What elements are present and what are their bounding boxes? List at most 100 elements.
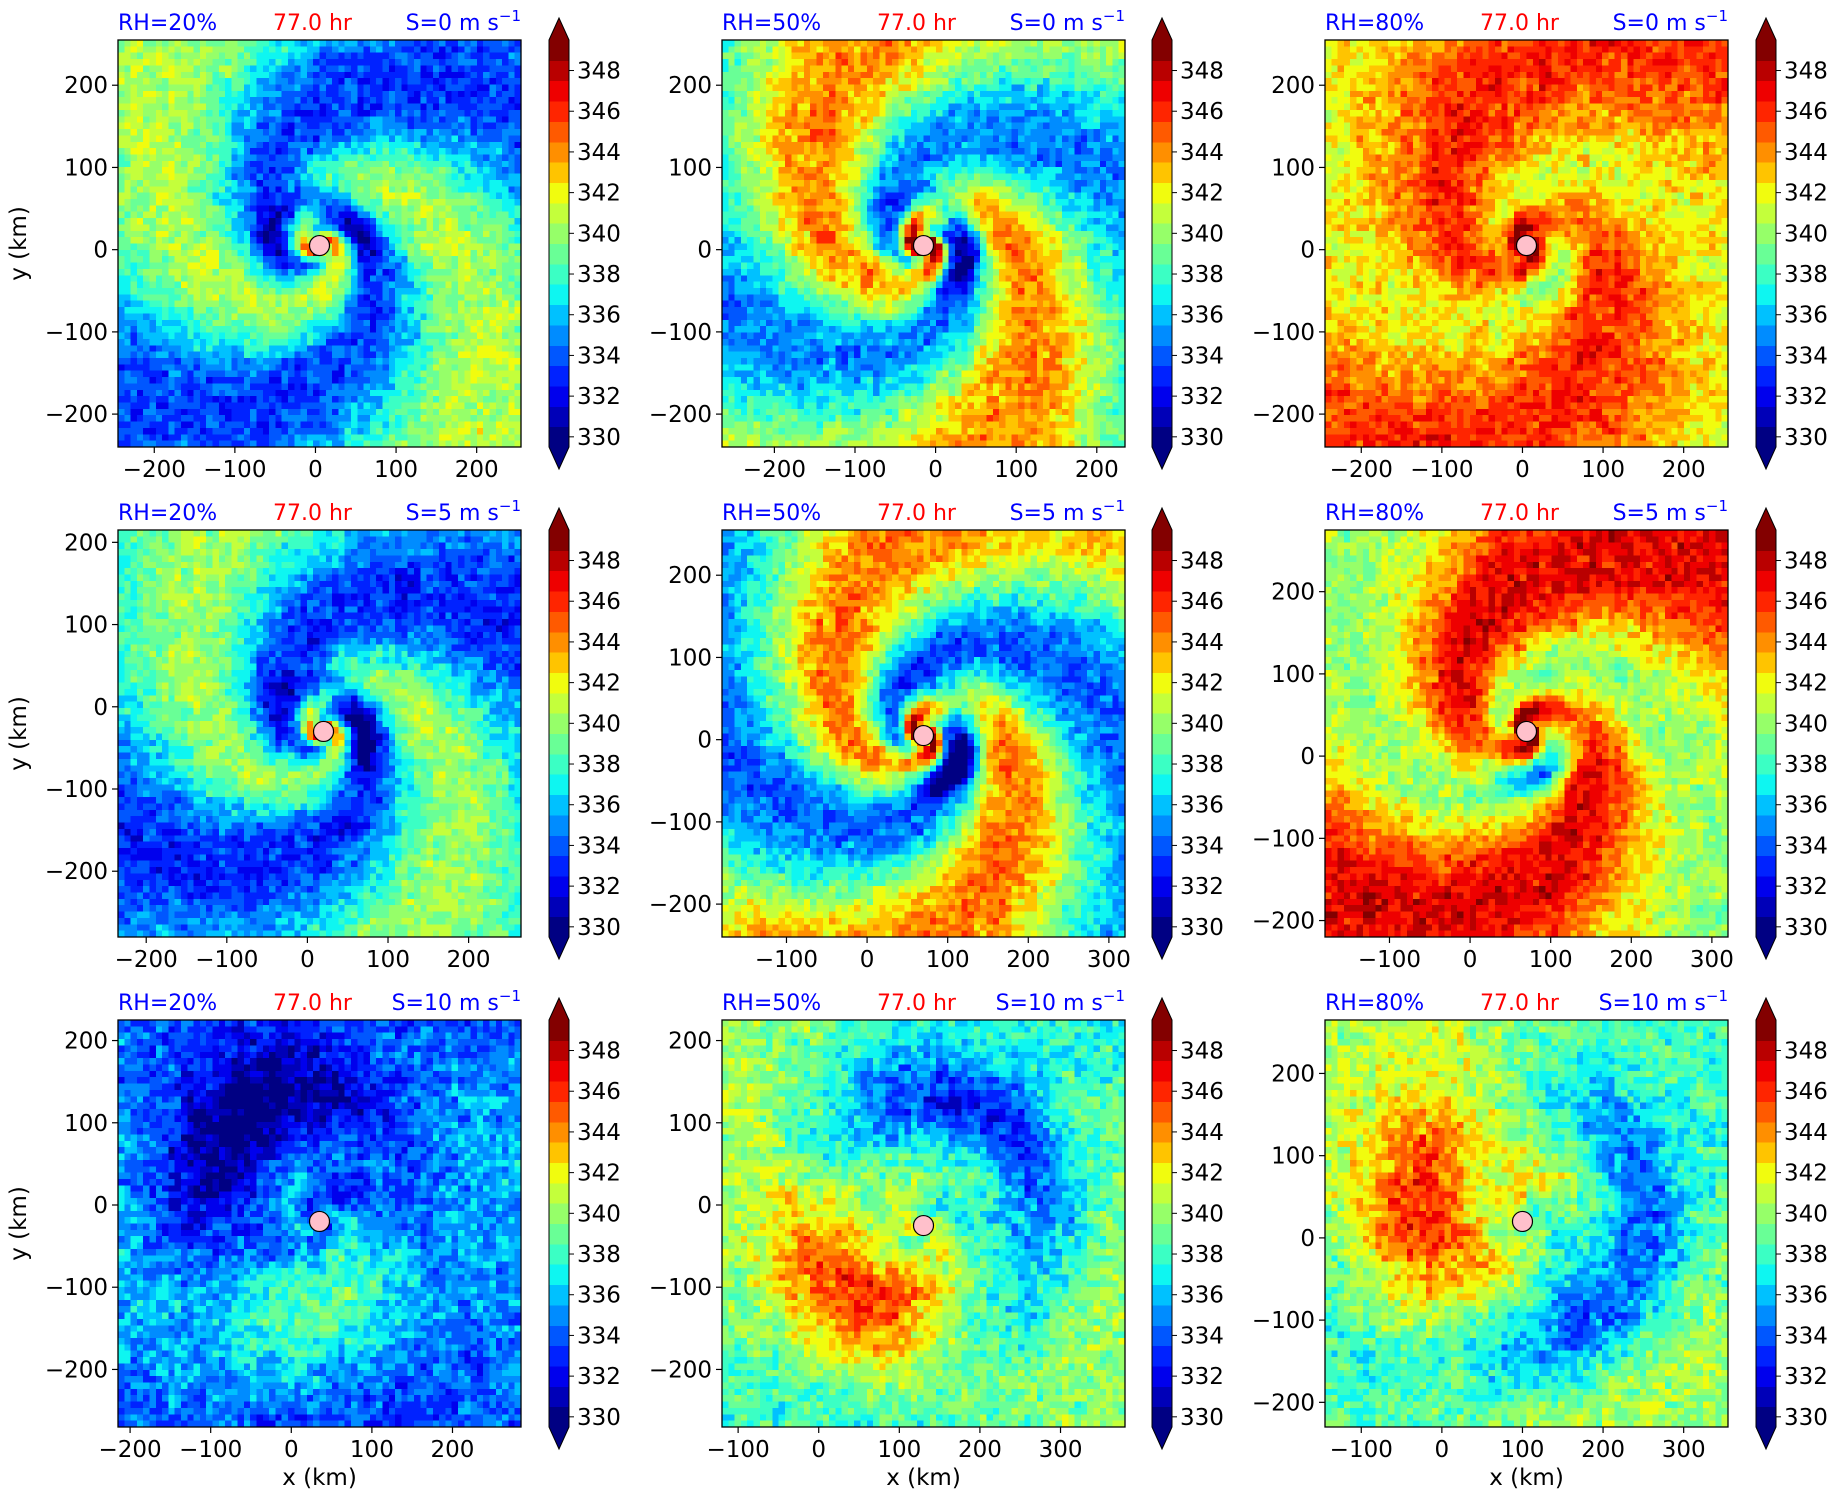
field-cell [477, 85, 484, 92]
field-cell [162, 46, 169, 53]
field-cell [508, 142, 515, 149]
field-cell [244, 110, 251, 117]
field-cell [445, 91, 452, 98]
field-cell [389, 40, 396, 47]
field-cell [118, 59, 125, 66]
field-cell [143, 59, 150, 66]
field-cell [452, 104, 459, 111]
field-cell [439, 104, 446, 111]
field-cell [496, 40, 503, 47]
field-cell [263, 59, 270, 66]
field-cell [338, 53, 345, 60]
field-cell [219, 91, 226, 98]
field-cell [162, 53, 169, 60]
field-cell [175, 72, 182, 79]
field-cell [357, 129, 364, 136]
field-cell [376, 135, 383, 142]
field-cell [219, 97, 226, 104]
field-cell [175, 59, 182, 66]
field-cell [307, 110, 314, 117]
field-cell [508, 116, 515, 123]
field-cell [275, 97, 282, 104]
field-cell [212, 40, 219, 47]
field-cell [131, 129, 138, 136]
field-cell [508, 135, 515, 142]
field-cell [238, 78, 245, 85]
field-cell [181, 59, 188, 66]
field-cell [395, 40, 402, 47]
field-cell [452, 40, 459, 47]
field-cell [483, 104, 490, 111]
field-cell [370, 148, 377, 155]
field-cell [332, 129, 339, 136]
field-cell [206, 85, 213, 92]
field-cell [168, 46, 175, 53]
field-cell [257, 59, 264, 66]
field-cell [345, 123, 352, 130]
field-cell [351, 53, 358, 60]
field-cell [471, 110, 478, 117]
field-cell [338, 142, 345, 149]
field-cell [275, 46, 282, 53]
field-cell [452, 97, 459, 104]
field-cell [320, 110, 327, 117]
field-cell [263, 78, 270, 85]
field-cell [149, 85, 156, 92]
field-cell [156, 110, 163, 117]
field-cell [427, 104, 434, 111]
field-cell [244, 78, 251, 85]
field-cell [351, 116, 358, 123]
field-cell [225, 59, 232, 66]
field-cell [370, 123, 377, 130]
field-cell [502, 85, 509, 92]
field-cell [131, 40, 138, 47]
field-cell [320, 116, 327, 123]
field-cell [414, 123, 421, 130]
field-cell [496, 104, 503, 111]
field-cell [382, 104, 389, 111]
field-cell [370, 104, 377, 111]
field-cell [231, 72, 238, 79]
field-cell [395, 104, 402, 111]
field-cell [168, 97, 175, 104]
field-cell [351, 129, 358, 136]
field-cell [225, 148, 232, 155]
figure: −200 −100 0 100 2002001000−100−200RH=20% 77.0… [0, 0, 1833, 1499]
field-cell [194, 116, 201, 123]
field-cell [168, 72, 175, 79]
field-cell [200, 59, 207, 66]
field-cell [490, 110, 497, 117]
field-cell [351, 148, 358, 155]
field-cell [445, 104, 452, 111]
field-cell [124, 97, 131, 104]
field-cell [263, 104, 270, 111]
field-cell [427, 40, 434, 47]
field-cell [212, 46, 219, 53]
field-cell [118, 40, 125, 47]
field-cell [288, 116, 295, 123]
field-cell [257, 116, 264, 123]
field-cell [471, 53, 478, 60]
field-cell [483, 65, 490, 72]
field-cell [338, 110, 345, 117]
field-cell [332, 135, 339, 142]
field-cell [382, 85, 389, 92]
field-cell [439, 123, 446, 130]
field-cell [332, 123, 339, 130]
field-cell [118, 142, 125, 149]
field-cell [445, 123, 452, 130]
field-cell [275, 72, 282, 79]
field-cell [490, 78, 497, 85]
field-cell [194, 46, 201, 53]
field-cell [238, 46, 245, 53]
field-cell [414, 97, 421, 104]
field-cell [414, 91, 421, 98]
field-cell [464, 104, 471, 111]
field-cell [131, 148, 138, 155]
field-cell [376, 59, 383, 66]
field-cell [496, 65, 503, 72]
field-cell [187, 85, 194, 92]
field-cell [149, 129, 156, 136]
field-cell [351, 85, 358, 92]
field-cell [162, 142, 169, 149]
